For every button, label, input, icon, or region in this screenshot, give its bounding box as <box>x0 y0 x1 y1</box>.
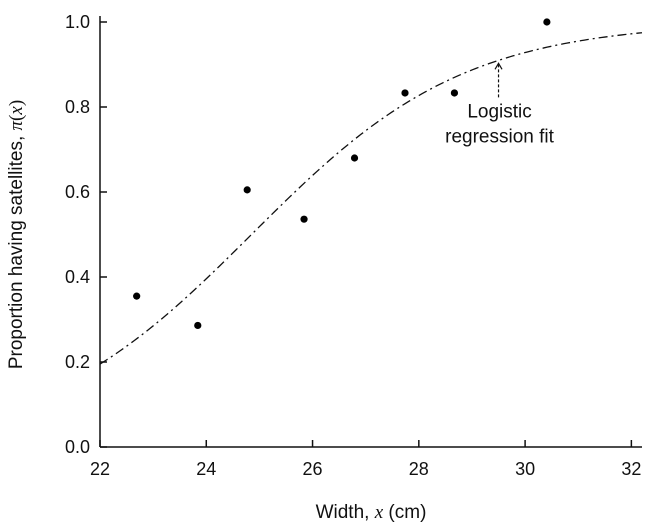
y-tick-label: 0.8 <box>65 97 90 117</box>
y-axis-title-var: x <box>6 106 27 116</box>
annotation-line-1: Logistic <box>467 101 531 122</box>
y-tick-label: 1.0 <box>65 12 90 32</box>
data-point <box>450 89 459 97</box>
data-points <box>133 18 551 330</box>
x-axis-title-suffix: (cm) <box>383 502 426 523</box>
y-tick-label: 0.6 <box>65 182 90 202</box>
data-point <box>350 154 359 162</box>
x-ticks: 22 24 26 28 30 32 <box>90 440 641 479</box>
data-point <box>401 89 409 97</box>
y-axis-title-close: ) <box>6 100 27 106</box>
data-point <box>133 292 141 300</box>
data-point <box>243 186 251 194</box>
x-tick-label: 22 <box>90 459 110 479</box>
logistic-fit-line <box>99 32 643 365</box>
x-axis-title-var: x <box>374 502 384 523</box>
data-point <box>300 215 308 223</box>
x-tick-label: 26 <box>303 459 323 479</box>
y-ticks: 0.0 0.2 0.4 0.6 0.8 1.0 <box>65 12 107 457</box>
annotation-line-2: regression fit <box>445 126 554 147</box>
y-tick-label: 0.2 <box>65 352 90 372</box>
annotation: Logistic regression fit <box>445 62 555 147</box>
annotation-arrow-head <box>494 62 503 70</box>
data-point <box>194 321 202 330</box>
x-tick-label: 30 <box>515 459 535 479</box>
x-tick-label: 32 <box>621 459 641 479</box>
x-axis-title: Width, x (cm) <box>316 502 427 523</box>
x-tick-label: 24 <box>196 459 216 479</box>
x-tick-label: 28 <box>409 459 429 479</box>
y-axis-title-open: ( <box>6 115 27 121</box>
y-tick-label: 0.4 <box>65 267 90 287</box>
axes <box>99 16 642 448</box>
y-axis-title-prefix: Proportion having satellites, <box>6 130 27 369</box>
y-axis-title: Proportion having satellites, π(x) <box>6 100 27 369</box>
y-tick-label: 0.0 <box>65 437 90 457</box>
data-point <box>543 18 551 26</box>
x-axis-title-prefix: Width, <box>316 502 375 523</box>
y-axis-title-func: π <box>6 120 27 130</box>
